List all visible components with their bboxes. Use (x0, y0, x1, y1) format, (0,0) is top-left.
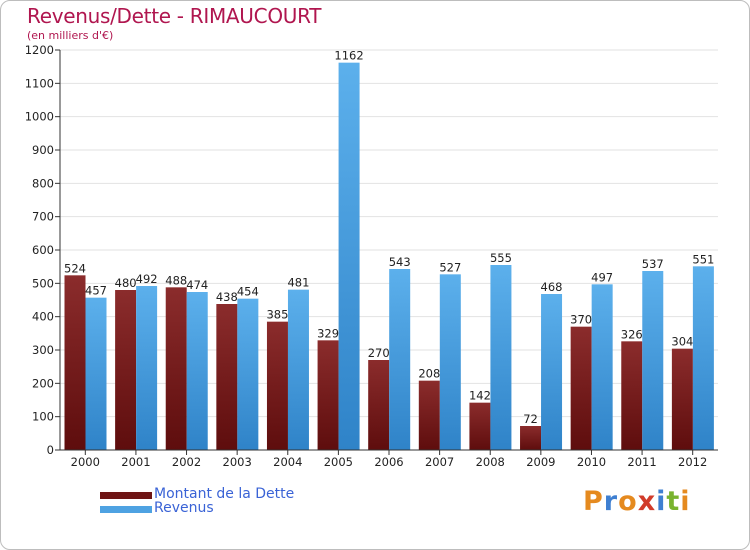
data-label-debt-2011: 326 (621, 327, 643, 341)
bar-revenus-2011 (642, 271, 664, 450)
data-label-debt-2006: 270 (368, 346, 390, 360)
y-tick-label: 500 (32, 276, 54, 290)
logo-letter: P (583, 486, 604, 517)
bar-debt-2003 (216, 304, 238, 450)
y-tick-label: 100 (32, 410, 54, 424)
x-tick-label-2004: 2004 (273, 455, 302, 469)
logo-letter: x (637, 486, 657, 517)
data-label-revenus-2007: 527 (439, 260, 461, 274)
y-tick-label: 400 (32, 310, 54, 324)
data-label-revenus-2001: 492 (136, 272, 158, 286)
data-label-revenus-2003: 454 (237, 285, 259, 299)
data-label-revenus-2002: 474 (186, 278, 208, 292)
bar-revenus-2003 (237, 298, 259, 450)
y-tick-label: 1100 (25, 76, 54, 90)
bar-revenus-2002 (186, 292, 208, 450)
bar-revenus-2008 (490, 265, 512, 450)
y-tick-label: 200 (32, 376, 54, 390)
y-tick-label: 600 (32, 243, 54, 257)
x-tick-label-2005: 2005 (324, 455, 353, 469)
bar-debt-2010 (570, 326, 592, 450)
bar-revenus-2006 (389, 269, 411, 450)
data-label-debt-2008: 142 (469, 389, 491, 403)
y-tick-label: 300 (32, 343, 54, 357)
legend-label-revenus: Revenus (154, 500, 214, 516)
bar-debt-2002 (165, 287, 187, 450)
bar-revenus-2012 (692, 266, 714, 450)
y-tick-label: 1200 (25, 43, 54, 57)
bar-debt-2004 (266, 321, 288, 450)
data-label-debt-2004: 385 (266, 308, 288, 322)
logo-letter: i (680, 486, 691, 517)
y-tick-label: 800 (32, 176, 54, 190)
data-label-revenus-2006: 543 (389, 255, 411, 269)
data-label-revenus-2005: 1162 (334, 49, 363, 63)
bar-debt-2011 (621, 341, 643, 450)
logo-letter: o (618, 486, 638, 517)
bar-debt-2006 (368, 360, 390, 450)
bar-debt-2012 (671, 348, 693, 450)
bar-debt-2009 (520, 426, 542, 450)
data-label-revenus-2004: 481 (287, 276, 309, 290)
bar-debt-2005 (317, 340, 339, 450)
x-tick-label-2009: 2009 (526, 455, 555, 469)
bar-revenus-2004 (287, 289, 309, 450)
logo-letter: r (603, 486, 619, 517)
data-label-debt-2010: 370 (570, 313, 592, 327)
x-tick-label-2010: 2010 (577, 455, 606, 469)
bar-revenus-2005 (338, 62, 360, 451)
data-label-revenus-2010: 497 (591, 270, 613, 284)
x-tick-label-2007: 2007 (425, 455, 454, 469)
x-tick-label-2000: 2000 (71, 455, 100, 469)
x-tick-label-2012: 2012 (678, 455, 707, 469)
bar-debt-2001 (115, 290, 137, 450)
logo-letter: i (656, 486, 667, 517)
data-label-revenus-2012: 551 (692, 252, 714, 266)
chart-subtitle: (en milliers d'€) (27, 29, 114, 42)
bar-revenus-2007 (439, 274, 461, 450)
y-tick-label: 700 (32, 210, 54, 224)
x-tick-label-2001: 2001 (121, 455, 150, 469)
y-tick-label: 1000 (25, 110, 54, 124)
data-label-debt-2005: 329 (317, 326, 339, 340)
data-label-debt-2002: 488 (165, 273, 187, 287)
data-label-debt-2012: 304 (671, 335, 693, 349)
bar-debt-2007 (418, 380, 440, 450)
data-label-debt-2009: 72 (523, 412, 538, 426)
bar-revenus-2010 (591, 284, 613, 450)
y-tick-label: 0 (47, 443, 54, 457)
legend-swatch-revenus (100, 506, 152, 513)
data-label-revenus-2009: 468 (541, 280, 563, 294)
x-tick-label-2011: 2011 (627, 455, 656, 469)
data-label-revenus-2011: 537 (642, 257, 664, 271)
data-label-debt-2001: 480 (115, 276, 137, 290)
data-label-revenus-2000: 457 (85, 284, 107, 298)
legend-swatch-debt (100, 492, 152, 499)
bar-revenus-2001 (136, 286, 158, 450)
data-label-debt-2000: 524 (64, 261, 86, 275)
bar-debt-2008 (469, 402, 491, 450)
data-label-debt-2003: 438 (216, 290, 238, 304)
x-tick-label-2003: 2003 (223, 455, 252, 469)
x-tick-label-2002: 2002 (172, 455, 201, 469)
x-tick-label-2008: 2008 (476, 455, 505, 469)
data-label-debt-2007: 208 (418, 367, 440, 381)
bar-revenus-2000 (85, 297, 107, 450)
proxiti-logo: Proxiti (583, 486, 691, 517)
bar-debt-2000 (64, 275, 86, 450)
chart-title: Revenus/Dette - RIMAUCOURT (27, 4, 322, 28)
bar-revenus-2009 (541, 294, 563, 450)
y-tick-label: 900 (32, 143, 54, 157)
x-tick-label-2006: 2006 (374, 455, 403, 469)
legend-label-debt: Montant de la Dette (154, 486, 295, 502)
data-label-revenus-2008: 555 (490, 251, 512, 265)
logo-letter: t (666, 486, 681, 517)
